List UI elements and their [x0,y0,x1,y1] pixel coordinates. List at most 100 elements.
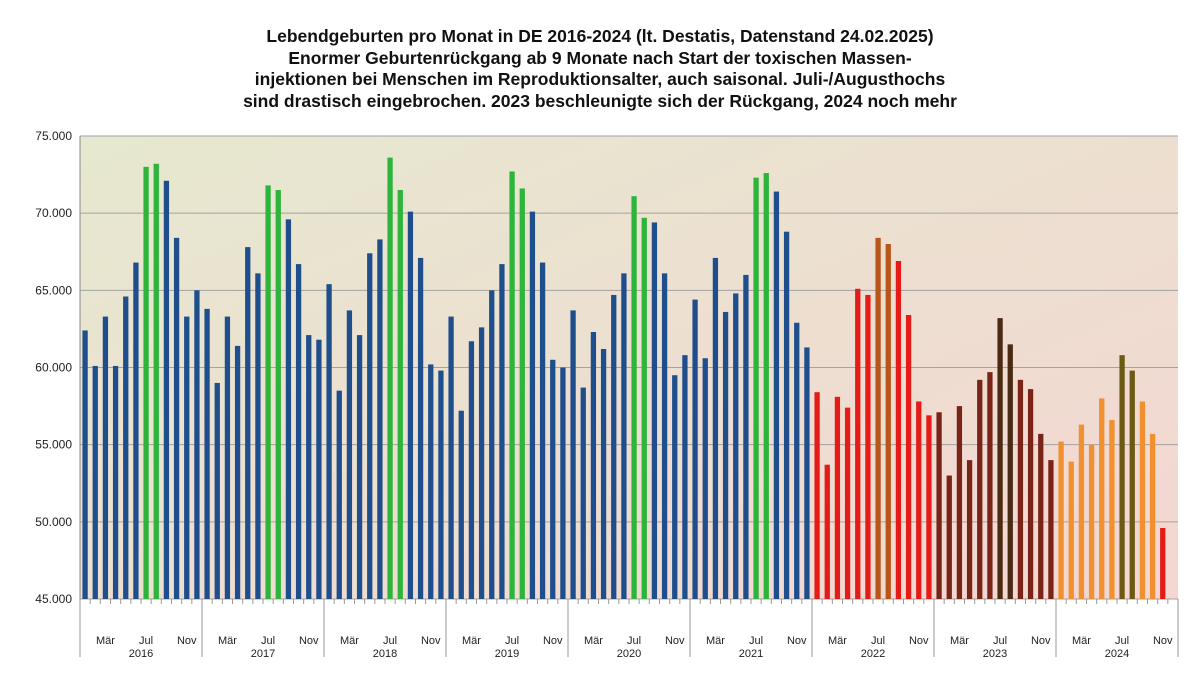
bar [123,296,129,599]
bar [997,318,1003,599]
bar [1129,370,1135,599]
bar [743,274,749,599]
bar [82,330,88,599]
bar [946,475,952,599]
bar [895,261,902,599]
y-tick-label: 50.000 [35,515,72,529]
bar [682,355,688,599]
bar [794,322,800,599]
bar [885,244,891,600]
month-tick-label: Mär [96,635,115,647]
year-label: 2018 [373,648,397,660]
year-label: 2020 [617,648,641,660]
bar [570,310,576,599]
bar [621,273,627,599]
month-tick-label: Nov [543,635,563,647]
bar [255,273,261,599]
bar [265,185,271,600]
month-tick-label: Jul [261,635,275,647]
bar [102,316,109,599]
bar [478,327,485,599]
y-tick-label: 75.000 [35,129,72,143]
bar [631,196,637,599]
bar [1048,460,1054,599]
bar [814,392,820,599]
bar [92,365,98,599]
bar [733,293,739,599]
bar [377,239,383,600]
bar [163,180,170,600]
bar [580,387,586,599]
bar [1007,344,1013,599]
bar [499,264,505,599]
bar [306,335,312,599]
bar [438,370,444,599]
bar [1078,424,1085,599]
bar [987,372,993,599]
year-label: 2017 [251,648,275,660]
month-tick-label: Mär [340,635,359,647]
month-tick-label: Jul [749,635,763,647]
month-tick-label: Nov [299,635,319,647]
bar [926,415,932,599]
bar [448,316,454,599]
bar [326,284,332,599]
bar [204,308,210,599]
bar [661,273,668,599]
bar [1017,379,1024,599]
bar [417,257,424,599]
bar [509,171,515,599]
bar [285,219,292,599]
year-label: 2021 [739,648,763,660]
bar [966,460,973,599]
bar [153,163,159,599]
bar [1088,444,1095,599]
bar [844,407,851,599]
bar [875,237,881,600]
chart-title-line-4: sind drastisch eingebrochen. 2023 beschl… [243,90,957,111]
month-tick-label: Nov [787,635,807,647]
bar [468,341,475,599]
bar [397,190,403,599]
bar [753,177,759,600]
month-tick-label: Mär [1072,635,1091,647]
bar [529,211,536,599]
bar [855,288,861,599]
bar [184,316,190,599]
bar [1139,401,1146,599]
bar [1119,355,1125,599]
bar [956,406,963,599]
bar [133,262,139,599]
bar [1160,528,1166,599]
month-tick-label: Nov [665,635,685,647]
y-tick-label: 70.000 [35,206,72,220]
bar [224,316,231,599]
bar [804,347,810,599]
month-tick-label: Nov [421,635,441,647]
bar [489,290,495,599]
bar [1109,419,1115,599]
bar [143,166,149,599]
bar [194,290,200,599]
month-tick-label: Mär [218,635,237,647]
bar [905,315,912,599]
chart-title-line-1: Lebendgeburten pro Monat in DE 2016-2024… [266,26,934,46]
bar [387,157,393,599]
year-label: 2023 [983,648,1007,660]
bar [773,191,780,599]
y-tick-label: 60.000 [35,361,72,375]
bar [407,211,414,599]
month-tick-label: Jul [1115,635,1129,647]
month-tick-label: Nov [177,635,197,647]
bar [112,365,119,599]
bar [1068,461,1074,599]
bar [977,379,983,599]
bar [560,367,566,599]
bar [722,311,729,599]
bar [295,264,302,599]
bar [916,401,922,599]
bar [428,364,434,599]
month-tick-label: Nov [1031,635,1051,647]
year-label: 2022 [861,648,885,660]
